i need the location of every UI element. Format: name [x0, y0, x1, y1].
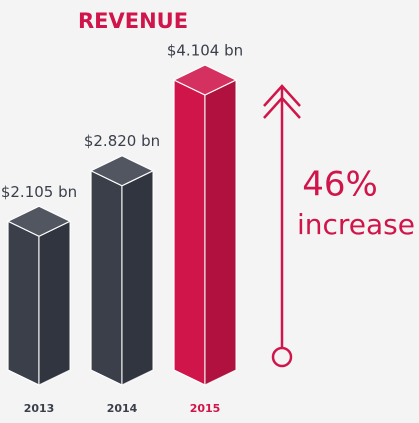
bar-right-shade	[205, 80, 236, 385]
bar-left-face	[90, 169, 123, 386]
x-tick-label: 2013	[24, 402, 55, 415]
chart-title: REVENUE	[78, 9, 188, 33]
value-label: $2.105 bn	[1, 183, 77, 201]
x-tick-label: 2014	[107, 402, 138, 415]
value-label: $2.820 bn	[84, 132, 160, 150]
bar-top-shade	[91, 155, 153, 186]
value-label: $4.104 bn	[167, 42, 243, 60]
annotation-increase: increase	[297, 208, 415, 241]
annotation-percent: 46%	[302, 165, 378, 205]
bar-right-shade	[122, 170, 153, 385]
bar-left-face	[7, 220, 40, 386]
bar-top-face	[6, 205, 72, 237]
bar-top-face	[172, 64, 238, 96]
x-tick-label: 2015	[190, 402, 221, 415]
bar-top-shade	[8, 206, 70, 237]
bar-top-face	[89, 155, 155, 187]
bar-top-shade	[174, 65, 236, 95]
bar-left-face	[173, 79, 206, 386]
increase-arrow	[263, 84, 301, 368]
bar-right-shade	[39, 221, 70, 385]
